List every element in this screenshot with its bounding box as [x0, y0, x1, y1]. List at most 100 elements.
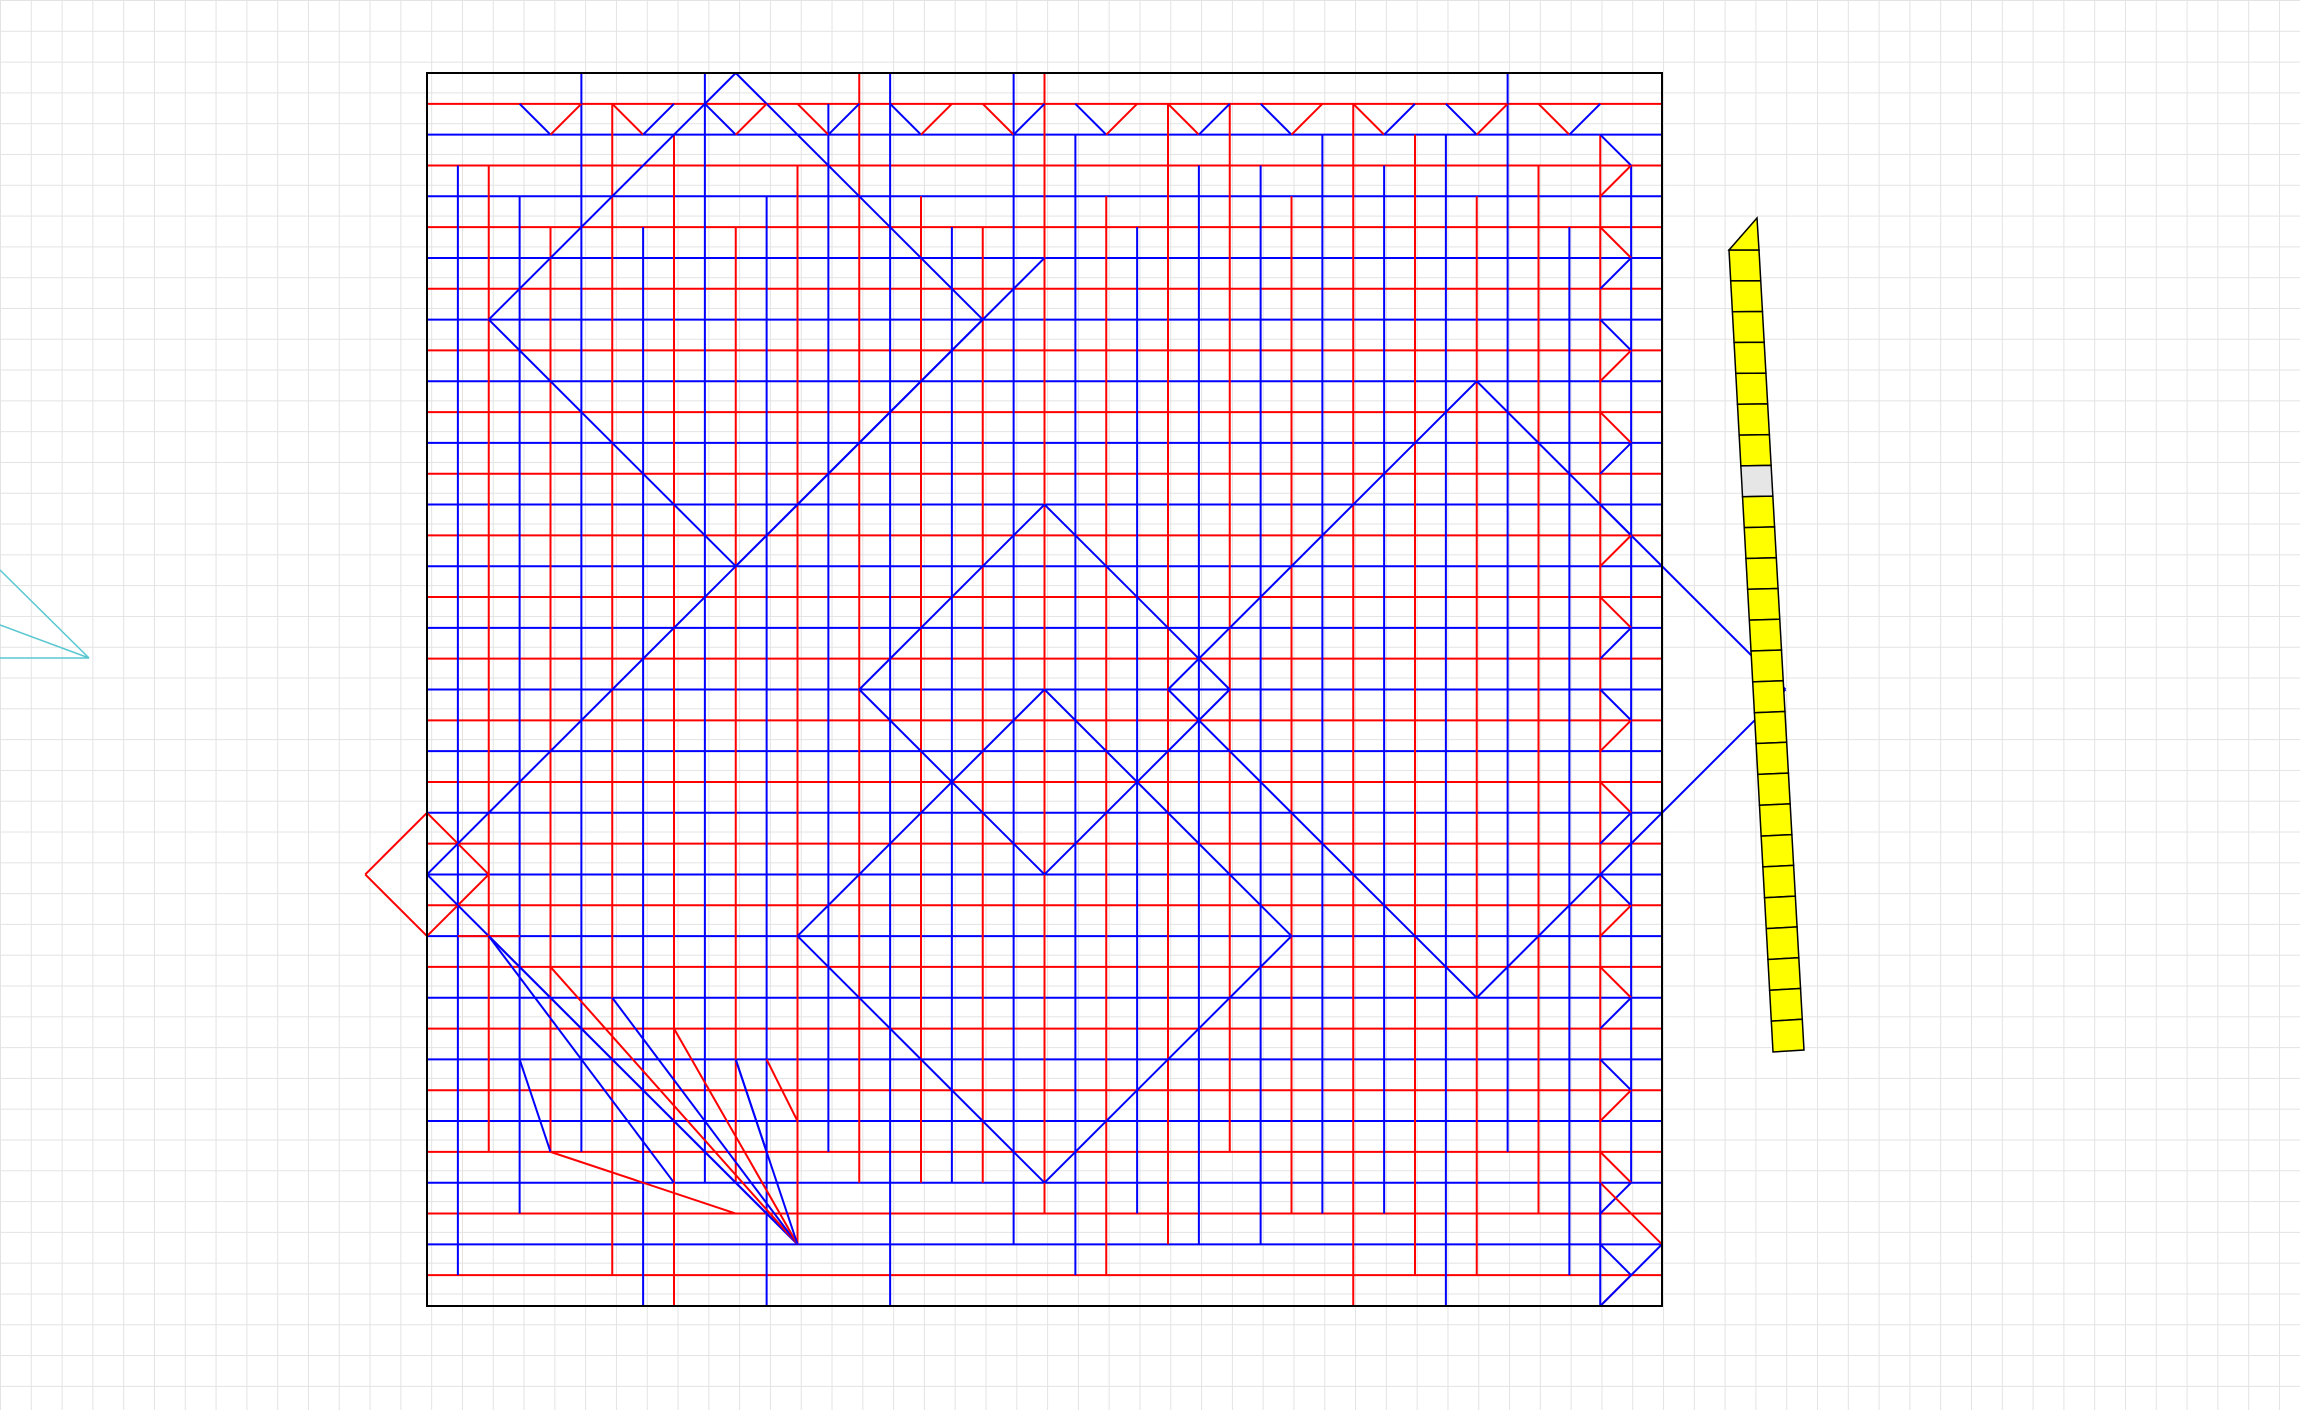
diagonal-crease[interactable] [1599, 627, 1632, 660]
strip-gap-cell[interactable] [1740, 464, 1774, 498]
diagonal-crease[interactable] [1568, 103, 1601, 136]
diagonal-crease[interactable] [1599, 503, 1632, 537]
diagonal-crease[interactable] [1599, 781, 1632, 814]
diagonal-crease[interactable] [1290, 103, 1324, 136]
strip-cell[interactable] [1741, 495, 1776, 529]
strip-cell[interactable] [1733, 341, 1767, 375]
diagonal-crease[interactable] [1599, 904, 1632, 937]
diagonal-crease[interactable] [1043, 935, 1293, 1184]
diagonal-crease[interactable] [364, 812, 428, 876]
diagonal-crease[interactable] [673, 1028, 799, 1245]
strip-cell[interactable] [1728, 249, 1762, 282]
strip-cell[interactable] [1767, 956, 1802, 992]
strip-cell[interactable] [1734, 372, 1769, 405]
diagonal-crease[interactable] [1599, 873, 1632, 906]
diagonal-crease[interactable] [1599, 534, 1632, 567]
strip-cell[interactable] [1748, 618, 1783, 652]
strip-cell[interactable] [1756, 772, 1791, 807]
diagonal-crease[interactable] [889, 103, 922, 136]
strip-cell[interactable] [1751, 679, 1786, 714]
diagonal-crease[interactable] [1599, 318, 1632, 352]
diagonal-crease[interactable] [765, 1058, 799, 1122]
diagonal-crease[interactable] [1198, 103, 1231, 136]
diagonal-crease[interactable] [920, 103, 953, 136]
diagonal-crease[interactable] [549, 966, 799, 1246]
strip-cell[interactable] [1768, 987, 1804, 1022]
diagonal-crease[interactable] [1012, 103, 1046, 136]
diagonal-crease[interactable] [1599, 1058, 1632, 1091]
strip-cell[interactable] [1765, 926, 1800, 961]
strip-cell[interactable] [1750, 649, 1785, 683]
diagonal-crease[interactable] [827, 103, 860, 136]
diagonal-crease[interactable] [642, 103, 675, 136]
diagonal-crease[interactable] [1599, 719, 1632, 752]
diagonal-crease[interactable] [1599, 1243, 1663, 1307]
diagonal-crease[interactable] [796, 103, 830, 136]
strip-cell[interactable] [1762, 864, 1797, 899]
strip-cell[interactable] [1755, 741, 1790, 776]
diagonal-crease[interactable] [364, 873, 428, 937]
diagonal-crease[interactable] [1105, 103, 1138, 136]
crease-pattern[interactable] [364, 72, 1787, 1307]
aux-line[interactable] [0, 569, 90, 659]
diagonal-crease[interactable] [550, 1150, 737, 1215]
strip-cell[interactable] [1763, 895, 1798, 930]
diagonal-crease[interactable] [1476, 688, 1787, 999]
diagonal-crease[interactable] [1599, 226, 1632, 259]
diagonal-crease[interactable] [1599, 688, 1632, 722]
strip-cell[interactable] [1743, 526, 1778, 560]
diagonal-crease[interactable] [611, 103, 644, 136]
aux-line[interactable] [0, 624, 90, 659]
diagonal-crease[interactable] [1043, 688, 1293, 937]
diagonal-crease[interactable] [982, 103, 1015, 136]
strip-cell[interactable] [1738, 433, 1772, 467]
diagonal-crease[interactable] [488, 72, 737, 321]
diagonal-crease[interactable] [1599, 1151, 1632, 1184]
diagonal-crease[interactable] [1167, 688, 1478, 999]
diagonal-crease[interactable] [426, 257, 1046, 876]
strip-cell[interactable] [1760, 833, 1795, 868]
diagonal-crease[interactable] [1599, 411, 1632, 444]
diagonal-crease[interactable] [488, 318, 737, 567]
diagonal-crease[interactable] [1352, 103, 1385, 136]
diagonal-crease[interactable] [735, 72, 984, 321]
diagonal-crease[interactable] [518, 103, 552, 136]
diagonal-crease[interactable] [1599, 997, 1632, 1030]
strip-cell[interactable] [1729, 280, 1764, 313]
diagonal-crease[interactable] [858, 503, 1046, 691]
diagonal-crease[interactable] [704, 103, 737, 136]
diagonal-crease[interactable] [1167, 380, 1478, 691]
diagonal-crease[interactable] [549, 103, 583, 136]
diagonal-crease[interactable] [735, 103, 768, 136]
diagonal-crease[interactable] [1599, 1089, 1632, 1122]
flat-fold-preview[interactable] [1727, 216, 1805, 1053]
diagonal-crease[interactable] [1599, 164, 1632, 198]
diagonal-crease[interactable] [1383, 103, 1416, 136]
diagonal-crease[interactable] [1445, 103, 1478, 136]
diagonal-crease[interactable] [488, 935, 799, 1246]
diagonal-crease[interactable] [1599, 133, 1632, 167]
diagonal-crease[interactable] [1599, 442, 1632, 475]
strip-cell[interactable] [1758, 803, 1793, 837]
diagonal-crease[interactable] [1599, 966, 1632, 999]
diagonal-crease[interactable] [1476, 103, 1509, 136]
strip-cell[interactable] [1753, 710, 1788, 745]
diagonal-crease[interactable] [611, 997, 799, 1245]
strip-cell[interactable] [1745, 556, 1779, 591]
diagonal-crease[interactable] [1599, 257, 1632, 290]
diagonal-crease[interactable] [796, 688, 1046, 937]
diagonal-crease[interactable] [1599, 596, 1632, 629]
diagonal-crease[interactable] [487, 935, 675, 1184]
diagonal-crease[interactable] [1537, 103, 1571, 136]
strip-cell[interactable] [1770, 1018, 1805, 1053]
strip-tip[interactable] [1727, 216, 1760, 251]
strip-cell[interactable] [1731, 310, 1765, 344]
strip-cell[interactable] [1746, 587, 1781, 621]
diagonal-crease[interactable] [1599, 1181, 1663, 1246]
diagonal-crease[interactable] [1599, 349, 1632, 382]
diagonal-crease[interactable] [1599, 1243, 1632, 1276]
diagonal-crease[interactable] [1167, 103, 1200, 136]
diagonal-crease[interactable] [518, 1059, 552, 1153]
